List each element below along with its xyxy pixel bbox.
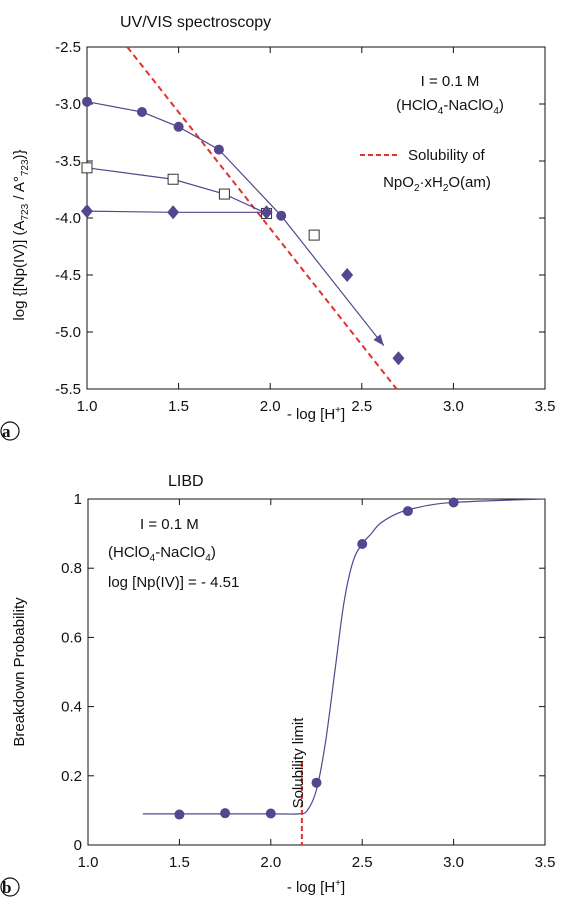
panel-b-label: b: [2, 878, 11, 897]
panel-a-y-tick-label: -2.5: [55, 39, 81, 56]
panel-a-y-tick-label: -3.0: [55, 96, 81, 113]
panel-b-x-tick-label: 2.0: [260, 854, 281, 871]
data-point-square: [218, 188, 230, 200]
panel-b-x-ticks: 1.0 1.5 2.0 2.5 3.0 3.5: [78, 499, 556, 871]
panel-a-label-circle: [0, 421, 20, 441]
trend-arrow-head: [373, 334, 384, 346]
data-point-circle: [173, 121, 184, 132]
panel-a-y-tick-label: -3.5: [55, 153, 81, 170]
trend-arrow-line: [280, 215, 385, 347]
panel-a-y-tick-label: -4.5: [55, 267, 81, 284]
panel-b-y-ticks: 0 0.2 0.4 0.6 0.8 1: [61, 491, 545, 854]
panel-a: UV/VIS spectroscopy -2.5 -3.0 -3.5 -4.0 -4.5…: [0, 14, 556, 441]
legend-solubility-label: Solubility of: [408, 147, 486, 164]
panel-b-y-tick-label: 0.2: [61, 768, 82, 785]
panel-a-y-ticks: -2.5 -3.0 -3.5 -4.0 -4.5 -5.0 -5.5: [55, 39, 545, 398]
panel-b-y-tick-label: 0.8: [61, 560, 82, 577]
data-point-square: [167, 173, 179, 185]
panel-a-x-tick-label: 3.5: [535, 398, 556, 415]
panel-b-ionic-strength: I = 0.1 M: [140, 516, 199, 533]
panel-b-y-tick-label: 0: [74, 837, 82, 854]
panel-a-label: a: [2, 422, 11, 441]
data-point-diamond: [392, 351, 405, 366]
data-point-circle: [311, 777, 322, 788]
panel-b-y-tick-label: 0.6: [61, 629, 82, 646]
data-point-square: [81, 162, 93, 174]
panel-a-x-ticks: 1.0 1.5 2.0 2.5 3.0 3.5: [77, 47, 556, 415]
legend-solubility-compound: NpO2·xH2O(am): [383, 174, 491, 194]
panel-a-y-tick-label: -5.5: [55, 381, 81, 398]
data-point-circle: [220, 808, 231, 819]
panel-b-plot-area: [142, 497, 546, 845]
data-point-circle: [276, 210, 287, 221]
panel-a-x-tick-label: 1.0: [77, 398, 98, 415]
fit-curve: [142, 498, 546, 815]
panel-b-title: LIBD: [168, 473, 204, 490]
panel-b-x-axis-label: - log [H+]: [287, 878, 345, 896]
panel-a-x-tick-label: 1.5: [168, 398, 189, 415]
panel-b-x-tick-label: 1.0: [78, 854, 99, 871]
panel-a-ionic-strength: I = 0.1 M: [421, 73, 480, 90]
panel-a-x-tick-label: 2.0: [260, 398, 281, 415]
panel-b-medium: (HClO4-NaClO4): [108, 544, 216, 564]
panel-b-label-circle: [0, 877, 20, 897]
panel-a-title: UV/VIS spectroscopy: [120, 14, 271, 31]
panel-a-x-tick-label: 2.5: [351, 398, 372, 415]
panel-a-plot-area: [81, 46, 405, 390]
data-point-diamond: [260, 205, 273, 220]
panel-a-y-tick-label: -5.0: [55, 324, 81, 341]
panel-b-x-tick-label: 1.5: [169, 854, 190, 871]
data-point-square: [308, 229, 320, 241]
solubility-line: [126, 46, 398, 390]
data-point-diamond: [167, 205, 180, 220]
panel-b-y-tick-label: 1: [74, 491, 82, 508]
panel-b-x-tick-label: 2.5: [352, 854, 373, 871]
data-point-circle: [265, 808, 276, 819]
panel-a-y-tick-label: -4.0: [55, 210, 81, 227]
solubility-limit-label: Solubility limit: [290, 717, 307, 809]
data-point-circle: [402, 506, 413, 517]
panel-b-frame: [87, 498, 546, 846]
panel-b: LIBD 0 0.2 0.4 0.6 0.8 1 1.0 1.5 2.0 2.5 3.0 3.5 B…: [0, 473, 556, 897]
data-point-diamond: [81, 204, 93, 219]
panel-b-x-tick-label: 3.5: [535, 854, 556, 871]
data-point-circle: [174, 809, 185, 820]
panel-b-y-tick-label: 0.4: [61, 699, 82, 716]
panel-b-y-axis-label: Breakdown Probability: [11, 597, 28, 747]
panel-a-y-axis-label: log {[Np(IV)] (A723 / A°723)}: [11, 149, 31, 320]
panel-a-x-tick-label: 3.0: [443, 398, 464, 415]
data-point-circle: [82, 96, 92, 107]
data-point-circle: [213, 144, 224, 155]
data-point-circle: [357, 538, 368, 549]
series-1-line: [86, 167, 267, 214]
panel-a-medium: (HClO4-NaClO4): [396, 97, 504, 117]
panel-b-np-concentration: log [Np(IV)] = - 4.51: [108, 574, 239, 591]
data-point-circle: [448, 497, 459, 508]
panel-b-x-tick-label: 3.0: [443, 854, 464, 871]
data-point-circle: [136, 106, 147, 117]
panel-a-x-axis-label: - log [H+]: [287, 405, 345, 423]
data-point-diamond: [341, 268, 354, 282]
